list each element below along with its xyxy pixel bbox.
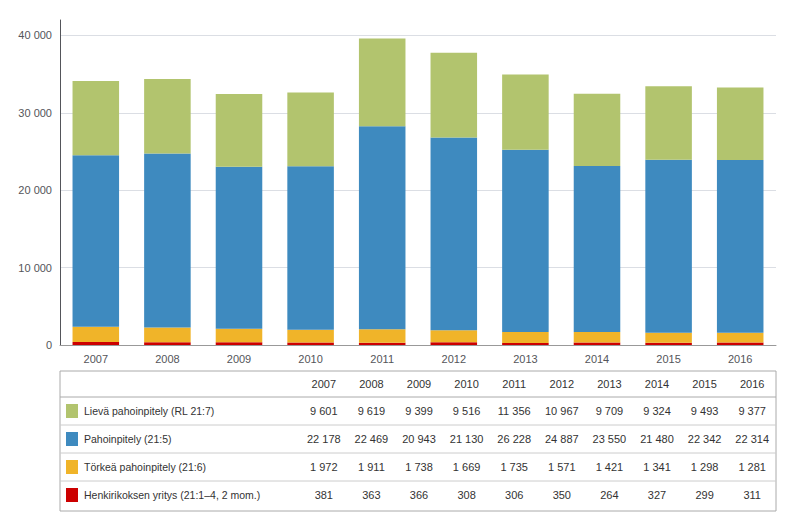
svg-text:Pahoinpitely (21:5): Pahoinpitely (21:5) — [84, 433, 172, 445]
svg-text:22 342: 22 342 — [688, 433, 722, 445]
svg-text:299: 299 — [695, 489, 713, 501]
svg-text:366: 366 — [410, 489, 428, 501]
svg-text:350: 350 — [553, 489, 571, 501]
svg-text:308: 308 — [457, 489, 475, 501]
svg-text:311: 311 — [743, 489, 761, 501]
svg-text:1 421: 1 421 — [596, 461, 624, 473]
svg-text:2011: 2011 — [502, 378, 526, 390]
svg-text:1 298: 1 298 — [691, 461, 719, 473]
svg-text:2013: 2013 — [513, 353, 537, 365]
svg-text:9 324: 9 324 — [643, 405, 671, 417]
svg-text:1 281: 1 281 — [738, 461, 766, 473]
svg-text:9 709: 9 709 — [596, 405, 624, 417]
svg-text:2016: 2016 — [728, 353, 752, 365]
svg-text:2016: 2016 — [740, 378, 764, 390]
svg-text:22 178: 22 178 — [307, 433, 341, 445]
svg-text:9 399: 9 399 — [405, 405, 433, 417]
svg-text:2014: 2014 — [585, 353, 609, 365]
svg-text:306: 306 — [505, 489, 523, 501]
svg-text:26 228: 26 228 — [497, 433, 531, 445]
svg-text:2008: 2008 — [155, 353, 179, 365]
svg-text:22 314: 22 314 — [735, 433, 769, 445]
svg-text:10 000: 10 000 — [18, 262, 52, 274]
svg-text:2013: 2013 — [597, 378, 621, 390]
svg-text:22 469: 22 469 — [355, 433, 389, 445]
svg-text:1 571: 1 571 — [548, 461, 576, 473]
svg-text:20 000: 20 000 — [18, 184, 52, 196]
svg-text:24 887: 24 887 — [545, 433, 579, 445]
svg-text:1 911: 1 911 — [358, 461, 385, 473]
svg-text:11 356: 11 356 — [498, 405, 531, 417]
svg-text:Lievä pahoinpitely (RL 21:7): Lievä pahoinpitely (RL 21:7) — [84, 405, 214, 417]
svg-text:Törkeä pahoinpitely (21:6): Törkeä pahoinpitely (21:6) — [84, 461, 206, 473]
svg-text:1 669: 1 669 — [453, 461, 481, 473]
svg-text:1 972: 1 972 — [310, 461, 338, 473]
svg-text:0: 0 — [46, 339, 52, 351]
svg-text:2009: 2009 — [407, 378, 431, 390]
svg-text:363: 363 — [362, 489, 380, 501]
svg-text:2012: 2012 — [550, 378, 574, 390]
svg-text:2015: 2015 — [656, 353, 680, 365]
svg-text:20 943: 20 943 — [402, 433, 436, 445]
svg-text:23 550: 23 550 — [593, 433, 627, 445]
svg-text:2010: 2010 — [298, 353, 322, 365]
svg-text:9 601: 9 601 — [310, 405, 338, 417]
svg-text:40 000: 40 000 — [18, 29, 52, 41]
svg-text:2011: 2011 — [370, 353, 394, 365]
svg-text:9 619: 9 619 — [358, 405, 386, 417]
svg-text:2007: 2007 — [312, 378, 336, 390]
svg-text:1 738: 1 738 — [405, 461, 433, 473]
svg-text:327: 327 — [648, 489, 666, 501]
svg-text:21 130: 21 130 — [450, 433, 484, 445]
svg-text:2014: 2014 — [645, 378, 669, 390]
svg-text:9 377: 9 377 — [738, 405, 766, 417]
svg-text:264: 264 — [600, 489, 618, 501]
svg-text:30 000: 30 000 — [18, 107, 52, 119]
svg-text:9 516: 9 516 — [453, 405, 481, 417]
svg-text:1 735: 1 735 — [500, 461, 528, 473]
svg-text:9 493: 9 493 — [691, 405, 719, 417]
svg-text:10 967: 10 967 — [545, 405, 579, 417]
svg-text:2009: 2009 — [227, 353, 251, 365]
svg-text:21 480: 21 480 — [640, 433, 674, 445]
svg-text:1 341: 1 341 — [643, 461, 671, 473]
svg-text:2008: 2008 — [359, 378, 383, 390]
svg-text:2015: 2015 — [692, 378, 716, 390]
svg-text:381: 381 — [315, 489, 333, 501]
svg-text:2007: 2007 — [84, 353, 108, 365]
svg-text:2010: 2010 — [454, 378, 478, 390]
svg-text:2012: 2012 — [442, 353, 466, 365]
svg-text:Henkirikoksen yritys (21:1–4,: Henkirikoksen yritys (21:1–4, 2 mom.) — [84, 489, 260, 501]
